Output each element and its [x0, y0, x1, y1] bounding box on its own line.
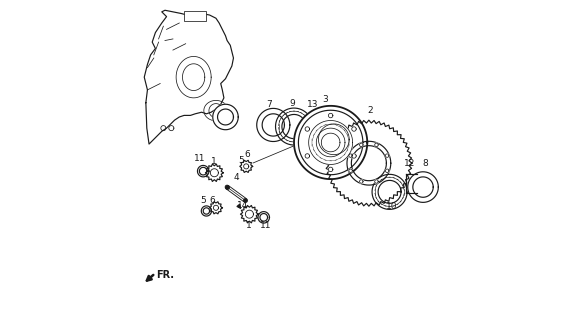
Polygon shape: [144, 10, 233, 144]
Text: 3: 3: [322, 95, 328, 104]
Text: 11: 11: [194, 154, 206, 163]
Polygon shape: [359, 180, 363, 183]
Polygon shape: [375, 143, 378, 147]
Text: 6: 6: [244, 150, 250, 159]
Polygon shape: [294, 106, 368, 179]
Polygon shape: [213, 104, 238, 130]
Text: 14: 14: [237, 201, 248, 210]
Polygon shape: [385, 154, 389, 157]
Polygon shape: [240, 160, 253, 173]
Text: 1: 1: [211, 157, 216, 166]
Text: 9: 9: [289, 99, 295, 108]
Text: 10: 10: [386, 202, 398, 211]
Text: 4: 4: [233, 173, 239, 182]
Polygon shape: [209, 202, 222, 214]
Polygon shape: [240, 160, 253, 172]
Text: 1: 1: [246, 221, 252, 230]
Text: 12: 12: [403, 159, 415, 168]
Polygon shape: [326, 120, 412, 206]
Text: 5: 5: [238, 156, 243, 164]
Polygon shape: [352, 127, 356, 131]
Polygon shape: [257, 108, 290, 141]
Text: 5: 5: [201, 196, 206, 205]
Polygon shape: [359, 143, 363, 147]
Bar: [184, 11, 206, 21]
Polygon shape: [352, 154, 356, 158]
Polygon shape: [407, 172, 438, 202]
Text: 11: 11: [260, 221, 272, 230]
Polygon shape: [276, 108, 312, 145]
Polygon shape: [205, 164, 223, 182]
Polygon shape: [349, 169, 352, 172]
Text: FR.: FR.: [156, 270, 175, 280]
Polygon shape: [309, 121, 353, 164]
Polygon shape: [326, 120, 412, 206]
Polygon shape: [385, 169, 389, 172]
Polygon shape: [198, 165, 209, 177]
Polygon shape: [201, 206, 212, 216]
Polygon shape: [305, 154, 309, 158]
Polygon shape: [372, 174, 407, 209]
Text: 6: 6: [209, 196, 215, 205]
Polygon shape: [258, 212, 269, 223]
Text: 13: 13: [307, 100, 318, 109]
Polygon shape: [329, 113, 333, 118]
Text: 7: 7: [266, 100, 272, 109]
Polygon shape: [349, 154, 352, 157]
Polygon shape: [305, 127, 309, 131]
Text: 2: 2: [367, 106, 373, 115]
Polygon shape: [205, 164, 223, 181]
Text: 8: 8: [422, 159, 428, 168]
Polygon shape: [240, 205, 258, 223]
Polygon shape: [375, 180, 378, 183]
Polygon shape: [240, 205, 258, 223]
Polygon shape: [329, 167, 333, 172]
Polygon shape: [209, 201, 222, 214]
